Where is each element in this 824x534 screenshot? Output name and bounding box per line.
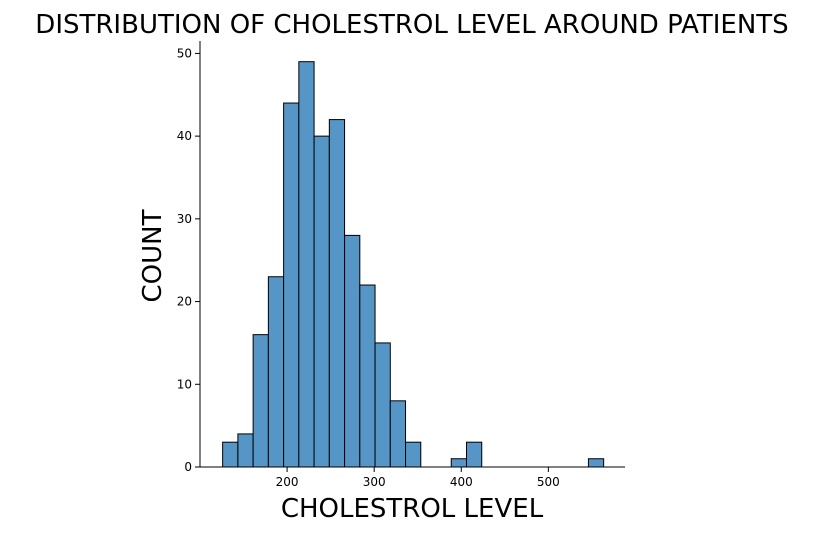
x-tick-label: 400 [450, 475, 473, 489]
histogram-bar-0 [222, 441, 239, 468]
histogram-bar-10 [374, 342, 391, 468]
histogram-bar-3 [267, 276, 285, 468]
histogram-bar-15 [450, 458, 467, 468]
y-tick-label: 40 [177, 129, 192, 143]
histogram-bar-1 [237, 433, 254, 468]
y-axis-label: COUNT [138, 209, 168, 302]
histogram-bar-8 [344, 234, 361, 468]
x-tick-label: 300 [363, 475, 386, 489]
histogram-bar-24 [587, 458, 605, 468]
chart-title: DISTRIBUTION OF CHOLESTROL LEVEL AROUND … [35, 10, 788, 40]
x-tick-label: 500 [537, 475, 560, 489]
histogram-bar-12 [405, 441, 422, 468]
histogram-bar-11 [389, 400, 407, 468]
y-tick-label: 0 [184, 460, 192, 474]
axes-group: 200 300 400 500 0 10 20 30 40 50 [177, 41, 625, 489]
y-tick-label: 10 [177, 377, 192, 391]
histogram-bar-16 [465, 441, 483, 468]
histogram-bar-2 [252, 334, 269, 468]
x-axis-label: CHOLESTROL LEVEL [281, 494, 544, 524]
x-tick-label: 200 [276, 475, 299, 489]
histogram-bar-6 [313, 135, 330, 468]
y-tick-label: 30 [177, 212, 192, 226]
y-tick-label: 50 [177, 46, 192, 60]
bars-group [222, 61, 605, 468]
histogram-bar-7 [328, 119, 346, 468]
y-tick-label: 20 [177, 295, 192, 309]
histogram-bar-5 [298, 61, 315, 468]
histogram-bar-4 [283, 102, 300, 468]
histogram-bar-9 [359, 284, 376, 468]
